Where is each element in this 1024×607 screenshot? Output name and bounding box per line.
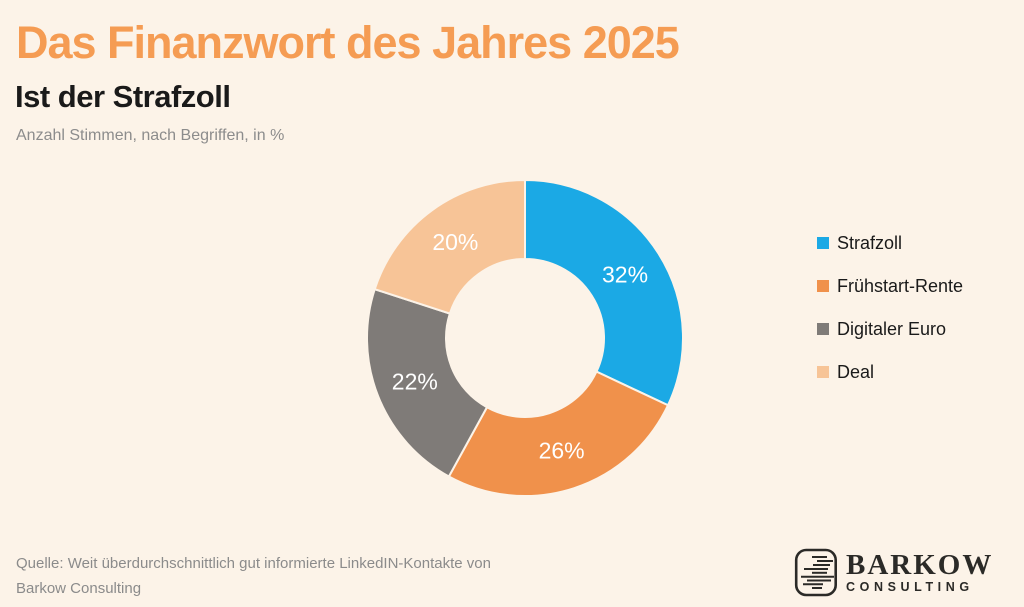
legend-label: Frühstart-Rente — [837, 275, 964, 296]
slice-label-digitaler-euro: 22% — [392, 369, 438, 395]
page-title: Das Finanzwort des Jahres 2025 — [16, 17, 680, 68]
legend-marker — [817, 237, 829, 249]
barkow-logo-text: BARKOW CONSULTING — [846, 548, 994, 594]
source-line-1: Quelle: Weit überdurchschnittlich gut in… — [16, 555, 491, 572]
legend-item-deal: Deal — [817, 360, 963, 384]
slice-label-deal: 20% — [432, 229, 478, 255]
donut-chart: 32% 26% 22% 20% — [365, 178, 685, 498]
legend-item-strafzoll: Strafzoll — [817, 231, 963, 255]
slice-label-strafzoll: 32% — [602, 262, 648, 288]
logo-tagline: CONSULTING — [846, 579, 974, 594]
source-line-2: Barkow Consulting — [16, 580, 142, 597]
legend-marker — [817, 280, 829, 292]
source-note: Quelle: Weit überdurchschnittlich gut in… — [16, 551, 491, 601]
slice-label-fr-hstart-rente: 26% — [539, 438, 585, 464]
logo-name: BARKOW — [846, 548, 994, 581]
chart-units-note: Anzahl Stimmen, nach Begriffen, in % — [16, 127, 285, 144]
donut-slice-deal — [373, 178, 526, 315]
legend-label: Digitaler Euro — [837, 318, 947, 339]
legend-item-fr-hstart-rente: Frühstart-Rente — [817, 274, 963, 298]
legend-item-digitaler-euro: Digitaler Euro — [817, 317, 963, 341]
legend-marker — [817, 323, 829, 335]
legend-label: Deal — [837, 361, 875, 382]
donut-chart-svg: 32% 26% 22% 20% — [366, 178, 684, 497]
donut-slice-fr-hstart-rente — [447, 370, 670, 497]
chart-legend: Strafzoll Frühstart-Rente Digitaler Euro De… — [817, 231, 963, 384]
legend-marker — [817, 366, 829, 378]
barkow-logo-icon — [794, 548, 838, 597]
donut-slice-strafzoll — [524, 178, 684, 407]
page-subtitle: Ist der Strafzoll — [15, 79, 231, 114]
legend-label: Strafzoll — [837, 232, 903, 253]
barkow-logo: BARKOW CONSULTING — [794, 548, 993, 597]
donut-slice-digitaler-euro — [366, 287, 489, 478]
